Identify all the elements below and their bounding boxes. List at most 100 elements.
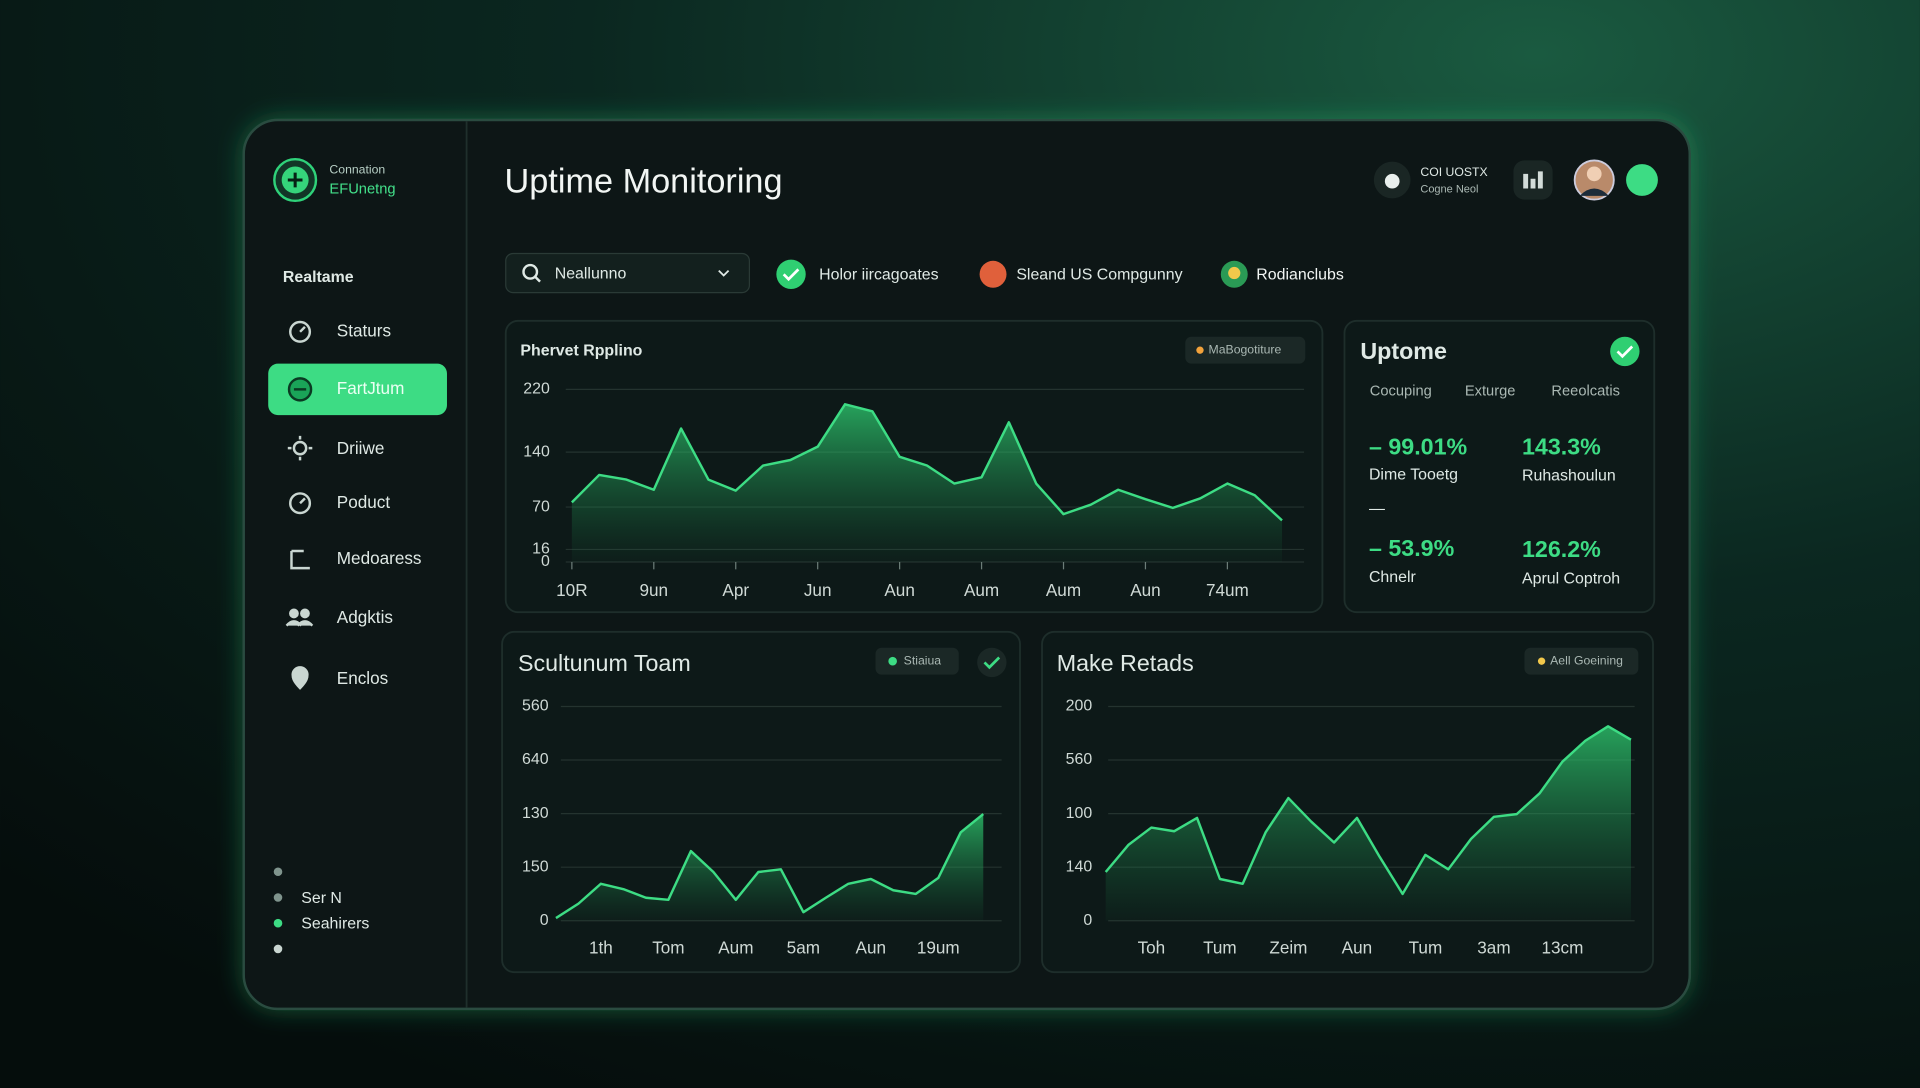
y-tick-label: 220 <box>523 381 550 398</box>
avatar-body <box>1579 188 1609 196</box>
panel-tab[interactable]: Reeolcatis <box>1551 384 1620 400</box>
y-axis-label: 130 <box>522 805 549 822</box>
nav-item[interactable]: Driiwe <box>337 438 385 458</box>
x-tick-label: Aun <box>1130 580 1160 600</box>
x-tick-label: 1th <box>589 937 613 957</box>
uptime-card <box>1343 319 1656 614</box>
stat-value: – 53.9% <box>1369 535 1455 561</box>
y-axis-label: 200 <box>1066 698 1093 715</box>
nav-item[interactable]: Staturs <box>337 320 391 340</box>
nav-item[interactable]: Adgktis <box>337 607 393 627</box>
check-icon <box>1610 336 1640 367</box>
search-icon <box>522 263 539 280</box>
footer-dots <box>273 867 283 954</box>
filter-chip[interactable]: Holor iircagoates <box>819 267 938 284</box>
stat-value: 143.3% <box>1522 433 1601 459</box>
badge-text: Stiaiua <box>904 653 942 667</box>
x-tick-label: 10R <box>556 580 587 600</box>
nav-active[interactable] <box>268 363 447 416</box>
y-axis-label: 560 <box>522 698 549 715</box>
account-name: COI UOSTX <box>1420 165 1487 179</box>
x-tick-label: 3am <box>1477 937 1510 957</box>
y-axis-label: 0 <box>540 912 549 929</box>
chip-icon[interactable] <box>979 260 1007 288</box>
dropdown-caret <box>718 269 730 277</box>
brand-line: Connation <box>329 162 385 176</box>
check-glyph <box>983 656 1001 670</box>
nav-item[interactable]: Medoaress <box>337 548 422 568</box>
chart-badge[interactable] <box>1524 647 1639 675</box>
badge-dot <box>1537 657 1546 665</box>
chart-badge[interactable] <box>875 647 959 675</box>
x-tick-label: Tum <box>1409 937 1443 957</box>
check-glyph <box>1616 345 1634 359</box>
chip-check <box>782 268 800 282</box>
section-label: Realtame <box>283 269 354 286</box>
x-tick-label: Aum <box>1046 580 1081 600</box>
stat-value: – 99.01% <box>1369 433 1468 459</box>
area-line <box>570 403 1283 522</box>
x-tick-label: 19um <box>917 937 960 957</box>
avatar-face <box>1586 166 1602 182</box>
badge-dot <box>1196 346 1204 354</box>
search-value: Neallunno <box>555 265 627 282</box>
account-icon-glyph <box>1384 173 1400 189</box>
area-fill <box>571 404 1283 562</box>
y-tick-label: 140 <box>523 443 550 460</box>
footer-link[interactable]: Ser N <box>301 890 342 907</box>
logo-plus <box>287 172 303 188</box>
page-title: Uptime Monitoring <box>505 163 783 201</box>
nav-item[interactable]: Poduct <box>337 492 391 512</box>
x-tick-label: 9un <box>640 580 669 600</box>
stat-value: 126.2% <box>1522 536 1601 562</box>
x-tick-label: Aum <box>964 580 999 600</box>
panel-tab[interactable]: Exturge <box>1465 384 1516 400</box>
chip-icon[interactable] <box>776 259 806 289</box>
nav-icons <box>285 320 314 690</box>
x-tick-label: Tum <box>1203 937 1237 957</box>
search-box[interactable] <box>505 252 751 294</box>
chart-badge[interactable] <box>1185 336 1306 364</box>
brand-line: EFUnetng <box>329 182 395 198</box>
x-tick-label: Jun <box>804 580 832 600</box>
nav-item[interactable]: Enclos <box>337 668 388 688</box>
y-axis-label: 150 <box>522 858 549 875</box>
y-axis-label: 640 <box>522 751 549 768</box>
footer-link[interactable]: Seahirers <box>301 916 369 933</box>
x-tick-label: 74um <box>1206 580 1249 600</box>
x-tick-label: Aum <box>718 937 753 957</box>
chart-title: Phervet Rpplino <box>520 343 642 360</box>
stat-label: Chnelr <box>1369 569 1417 586</box>
nav-item[interactable]: FartJtum <box>337 378 405 398</box>
area-line <box>555 813 985 920</box>
stat-label: Dime Tooetg <box>1369 466 1458 483</box>
chip-icon-glyph <box>1228 266 1241 280</box>
y-axis-label: 0 <box>1083 912 1092 929</box>
x-tick-label: 5am <box>787 937 820 957</box>
filter-chip[interactable]: Sleand US Compgunny <box>1016 267 1182 284</box>
status-button[interactable] <box>1626 164 1658 196</box>
x-tick-label: Zeim <box>1269 937 1307 957</box>
y-tick-label: 0 <box>541 553 550 570</box>
y-axis-label: 560 <box>1066 751 1093 768</box>
area-fill <box>555 814 984 921</box>
nav-list: Staturs FartJtum Driiwe Poduct Medoaress… <box>337 320 422 688</box>
badge-text: Aell Goeining <box>1550 653 1623 667</box>
panel-tab[interactable]: Cocuping <box>1370 384 1432 400</box>
x-tick-label: Apr <box>722 580 749 600</box>
y-tick-label: 70 <box>532 498 550 515</box>
x-tick-label: Aun <box>856 937 886 957</box>
x-tick-label: 13cm <box>1542 937 1584 957</box>
chart-card <box>501 630 1021 974</box>
x-tick-label: Aun <box>884 580 914 600</box>
check-icon[interactable] <box>977 647 1007 678</box>
report-glyph <box>1523 171 1543 189</box>
x-tick-label: Tom <box>652 937 684 957</box>
y-tick-label: 16 <box>532 541 550 558</box>
panel-title: Uptome <box>1360 338 1447 364</box>
y-axis-label: 100 <box>1066 805 1093 822</box>
filter-chip[interactable]: Rodianclubs <box>1256 267 1344 284</box>
area-line <box>1104 725 1632 896</box>
